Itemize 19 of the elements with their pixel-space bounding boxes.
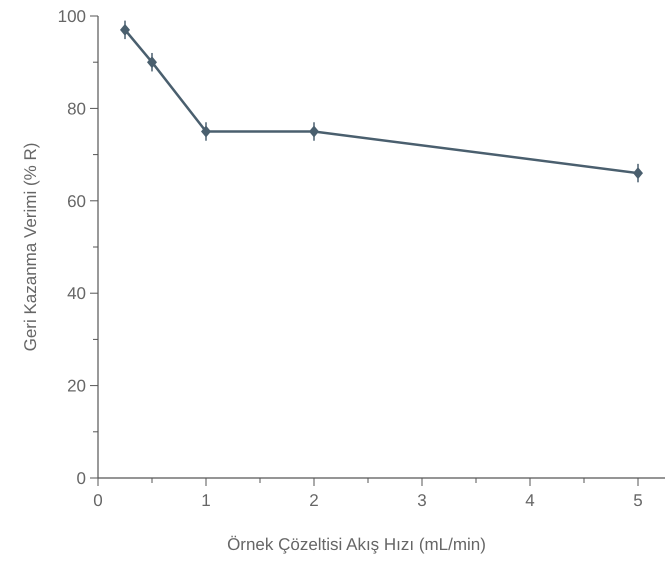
point	[201, 126, 211, 138]
y-tick-label: 80	[67, 99, 86, 118]
y-tick-label: 0	[76, 469, 86, 488]
point	[147, 56, 157, 68]
x-axis-title: Örnek Çözeltisi Akış Hızı (mL/min)	[227, 535, 486, 554]
x-tick-label: 1	[201, 491, 211, 510]
y-tick-label: 40	[67, 284, 86, 304]
x-tick-label: 5	[633, 491, 643, 510]
y-tick-label: 20	[67, 376, 86, 396]
x-tick-label: 0	[93, 491, 103, 510]
point	[120, 24, 130, 36]
x-tick-label: 2	[309, 491, 319, 510]
x-tick-label: 4	[525, 491, 535, 510]
x-tick-label: 3	[417, 491, 427, 510]
y-tick-label: 100	[58, 7, 86, 26]
y-axis-title: Geri Kazanma Verimi (% R)	[21, 142, 40, 352]
point	[309, 126, 319, 138]
point	[633, 167, 643, 180]
y-tick-label: 60	[67, 192, 86, 211]
